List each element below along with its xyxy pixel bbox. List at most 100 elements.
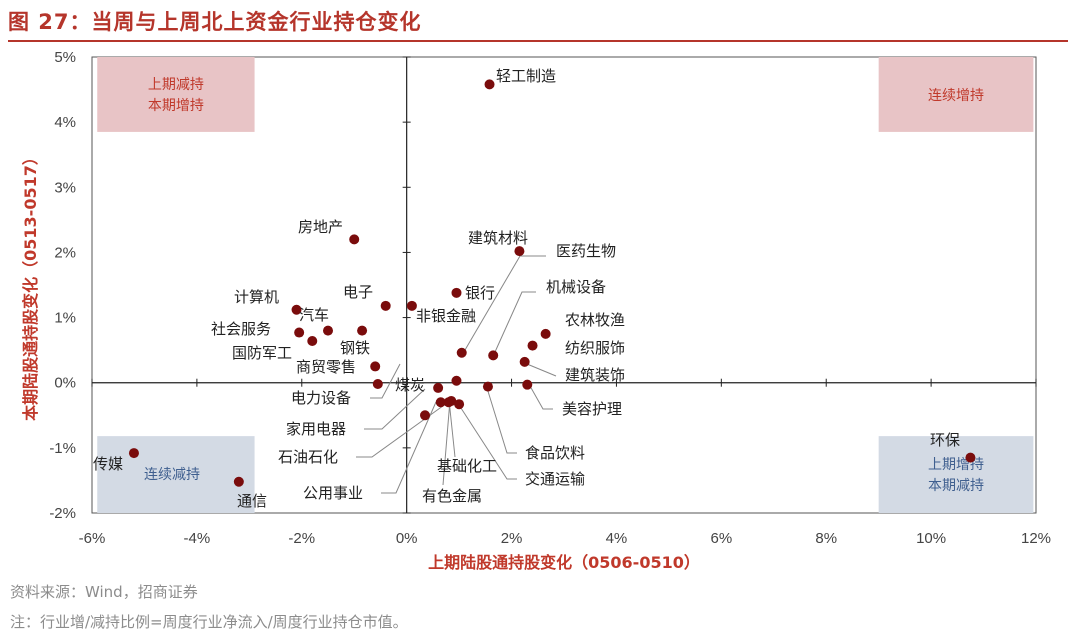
point-label: 银行 (465, 284, 495, 302)
y-tick-label: -2% (49, 505, 76, 522)
data-point (451, 287, 462, 298)
data-point (349, 234, 360, 245)
x-tick-label: 4% (606, 530, 628, 547)
x-tick-label: 10% (916, 530, 946, 547)
data-point (488, 350, 499, 361)
point-label: 社会服务 (211, 320, 271, 338)
x-tick-label: 12% (1021, 530, 1051, 547)
x-tick-label: 6% (710, 530, 732, 547)
quadrant-label-bottom-right: 上期增持 (928, 457, 984, 473)
leader-line (494, 291, 536, 353)
leader-line (526, 363, 557, 377)
y-tick-label: 0% (54, 375, 76, 392)
data-point (456, 347, 467, 358)
point-label: 有色金属 (422, 487, 482, 505)
x-tick-label: -6% (79, 530, 106, 547)
point-label: 家用电器 (286, 420, 346, 438)
point-label: 传媒 (93, 455, 123, 473)
figure-title: 图 27：当周与上周北上资金行业持仓变化 (8, 10, 422, 34)
y-tick-label: 4% (54, 114, 76, 131)
data-point (484, 79, 495, 90)
point-label: 农林牧渔 (565, 311, 625, 329)
quadrant-box-bottom-left (97, 436, 255, 513)
formula-note: 注：行业增/减持比例=周度行业净流入/周度行业持仓市值。 (10, 613, 408, 631)
y-axis-title: 本期陆股通持股变化（0513-0517） (21, 149, 40, 421)
point-label: 轻工制造 (496, 67, 556, 85)
data-point (514, 246, 525, 257)
data-point (380, 300, 391, 311)
leader-line (381, 401, 437, 494)
data-point (454, 399, 465, 410)
point-label: 电子 (343, 283, 373, 301)
leader-line (458, 404, 517, 480)
data-point (420, 410, 431, 421)
data-point (372, 379, 383, 390)
x-tick-label: -2% (288, 530, 315, 547)
y-tick-label: -1% (49, 440, 76, 457)
point-label: 美容护理 (562, 400, 622, 418)
data-point (527, 340, 538, 351)
point-label: 建筑装饰 (565, 366, 625, 384)
leader-line (442, 399, 451, 486)
point-label: 房地产 (298, 218, 343, 236)
quadrant-label-bottom-left: 连续减持 (144, 466, 200, 483)
quadrant-label-bottom-right: 本期减持 (928, 478, 984, 494)
data-point (519, 356, 530, 367)
point-label: 食品饮料 (525, 444, 585, 462)
point-label: 建筑材料 (468, 229, 528, 247)
quadrant-label-top-right: 连续增持 (928, 87, 984, 104)
x-tick-label: -4% (184, 530, 211, 547)
leader-line (529, 385, 553, 410)
point-label: 煤炭 (395, 376, 425, 394)
x-tick-label: 2% (501, 530, 523, 547)
point-label: 机械设备 (546, 278, 606, 296)
title-divider (8, 40, 1068, 42)
data-point (540, 328, 551, 339)
leader-line (448, 399, 456, 458)
point-label: 非银金融 (416, 307, 476, 325)
x-axis-title: 上期陆股通持股变化（0506-0510） (428, 553, 700, 572)
point-label: 钢铁 (340, 339, 370, 357)
data-point (233, 476, 244, 487)
data-point (451, 375, 462, 386)
point-label: 公用事业 (303, 484, 363, 502)
quadrant-box-bottom-right (878, 436, 1034, 513)
data-point (522, 379, 533, 390)
quadrant-box-top-left (97, 57, 255, 132)
point-label: 通信 (237, 492, 267, 510)
data-point (435, 397, 446, 408)
leader-line (370, 363, 401, 399)
leader-line (464, 255, 546, 351)
x-tick-label: 0% (396, 530, 418, 547)
y-tick-label: 1% (54, 310, 76, 327)
point-label: 商贸零售 (296, 358, 356, 376)
source-note: 资料来源：Wind，招商证券 (10, 583, 198, 601)
point-label: 计算机 (234, 288, 279, 306)
y-tick-label: 5% (54, 49, 76, 66)
data-point (433, 382, 444, 393)
data-point (323, 325, 333, 336)
data-point (443, 397, 454, 408)
data-point (294, 327, 305, 338)
data-point (128, 448, 139, 459)
point-label: 汽车 (299, 306, 329, 324)
point-label: 医药生物 (556, 242, 616, 260)
data-point (406, 300, 417, 311)
data-point (965, 452, 976, 463)
leader-line (356, 402, 448, 458)
quadrant-box-top-right (878, 57, 1034, 132)
point-label: 基础化工 (437, 457, 497, 475)
leader-line (486, 387, 517, 454)
data-point (291, 304, 302, 315)
point-label: 交通运输 (525, 470, 585, 488)
point-label: 电力设备 (291, 389, 351, 407)
point-label: 纺织服饰 (565, 339, 625, 357)
data-point (307, 336, 318, 347)
x-tick-label: 8% (815, 530, 837, 547)
quadrant-label-top-left: 上期减持 (148, 77, 204, 93)
y-tick-label: 2% (54, 244, 76, 261)
leader-line (364, 388, 426, 430)
point-label: 石油石化 (278, 448, 338, 466)
quadrant-label-top-left: 本期增持 (148, 98, 204, 114)
